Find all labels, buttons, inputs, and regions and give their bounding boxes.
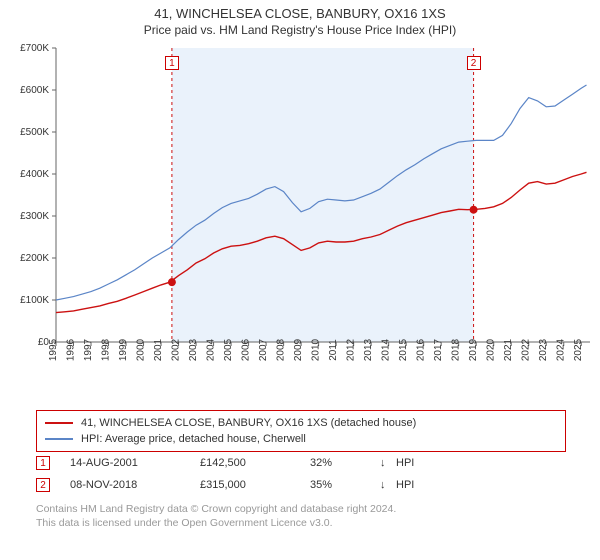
svg-text:2017: 2017 [433, 338, 444, 361]
svg-text:2007: 2007 [258, 338, 269, 361]
legend-swatch [45, 422, 73, 424]
svg-text:2006: 2006 [241, 338, 252, 361]
svg-text:2009: 2009 [293, 338, 304, 361]
svg-text:2024: 2024 [556, 338, 567, 361]
svg-text:2002: 2002 [171, 338, 182, 361]
svg-text:2011: 2011 [328, 339, 339, 361]
svg-text:2023: 2023 [538, 338, 549, 361]
svg-text:2003: 2003 [188, 338, 199, 361]
legend-item: HPI: Average price, detached house, Cher… [45, 431, 557, 447]
svg-text:2019: 2019 [468, 338, 479, 361]
svg-text:£100K: £100K [20, 295, 49, 306]
svg-text:2025: 2025 [573, 338, 584, 361]
svg-text:2005: 2005 [223, 338, 234, 361]
legend: 41, WINCHELSEA CLOSE, BANBURY, OX16 1XS … [36, 410, 566, 452]
tx-against: HPI [396, 479, 436, 491]
svg-text:2012: 2012 [346, 338, 357, 361]
svg-text:1998: 1998 [101, 338, 112, 361]
legend-label: HPI: Average price, detached house, Cher… [81, 433, 306, 445]
svg-text:2018: 2018 [451, 338, 462, 361]
tx-pct: 32% [310, 457, 380, 469]
chart-titles: 41, WINCHELSEA CLOSE, BANBURY, OX16 1XS … [0, 0, 600, 37]
down-arrow-icon: ↓ [380, 457, 396, 469]
tx-price: £315,000 [200, 479, 310, 491]
marker-badge-1: 1 [165, 56, 179, 70]
tx-badge: 2 [36, 478, 50, 492]
footer-text: Contains HM Land Registry data © Crown c… [36, 502, 396, 530]
tx-date: 08-NOV-2018 [70, 479, 200, 491]
svg-text:2015: 2015 [398, 338, 409, 361]
legend-label: 41, WINCHELSEA CLOSE, BANBURY, OX16 1XS … [81, 417, 416, 429]
svg-text:£300K: £300K [20, 211, 49, 222]
svg-text:2001: 2001 [153, 338, 164, 361]
line-chart: £0£100K£200K£300K£400K£500K£600K£700K199… [0, 42, 600, 402]
svg-text:1995: 1995 [48, 338, 59, 361]
svg-text:£400K: £400K [20, 169, 49, 180]
svg-text:2022: 2022 [521, 338, 532, 361]
legend-swatch [45, 438, 73, 440]
marker-badge-2: 2 [467, 56, 481, 70]
table-row: 1 14-AUG-2001 £142,500 32% ↓ HPI [36, 452, 436, 474]
tx-price: £142,500 [200, 457, 310, 469]
chart-title: 41, WINCHELSEA CLOSE, BANBURY, OX16 1XS [0, 6, 600, 21]
tx-date: 14-AUG-2001 [70, 457, 200, 469]
svg-text:£700K: £700K [20, 43, 49, 54]
svg-text:2016: 2016 [416, 338, 427, 361]
svg-text:2000: 2000 [136, 338, 147, 361]
tx-pct: 35% [310, 479, 380, 491]
svg-text:2013: 2013 [363, 338, 374, 361]
svg-text:2004: 2004 [206, 338, 217, 361]
svg-text:£500K: £500K [20, 127, 49, 138]
svg-text:1996: 1996 [66, 338, 77, 361]
legend-item: 41, WINCHELSEA CLOSE, BANBURY, OX16 1XS … [45, 415, 557, 431]
svg-text:1999: 1999 [118, 338, 129, 361]
svg-text:£200K: £200K [20, 253, 49, 264]
table-row: 2 08-NOV-2018 £315,000 35% ↓ HPI [36, 474, 436, 496]
svg-text:2010: 2010 [311, 338, 322, 361]
tx-against: HPI [396, 457, 436, 469]
svg-text:2020: 2020 [486, 338, 497, 361]
chart-subtitle: Price paid vs. HM Land Registry's House … [0, 23, 600, 37]
footer-line: This data is licensed under the Open Gov… [36, 516, 396, 530]
tx-badge: 1 [36, 456, 50, 470]
svg-text:2021: 2021 [503, 338, 514, 361]
down-arrow-icon: ↓ [380, 479, 396, 491]
transactions-table: 1 14-AUG-2001 £142,500 32% ↓ HPI 2 08-NO… [36, 452, 436, 496]
svg-text:1997: 1997 [83, 338, 94, 361]
chart-area: £0£100K£200K£300K£400K£500K£600K£700K199… [0, 42, 600, 402]
svg-text:2014: 2014 [381, 338, 392, 361]
svg-text:£600K: £600K [20, 85, 49, 96]
footer-line: Contains HM Land Registry data © Crown c… [36, 502, 396, 516]
svg-text:2008: 2008 [276, 338, 287, 361]
